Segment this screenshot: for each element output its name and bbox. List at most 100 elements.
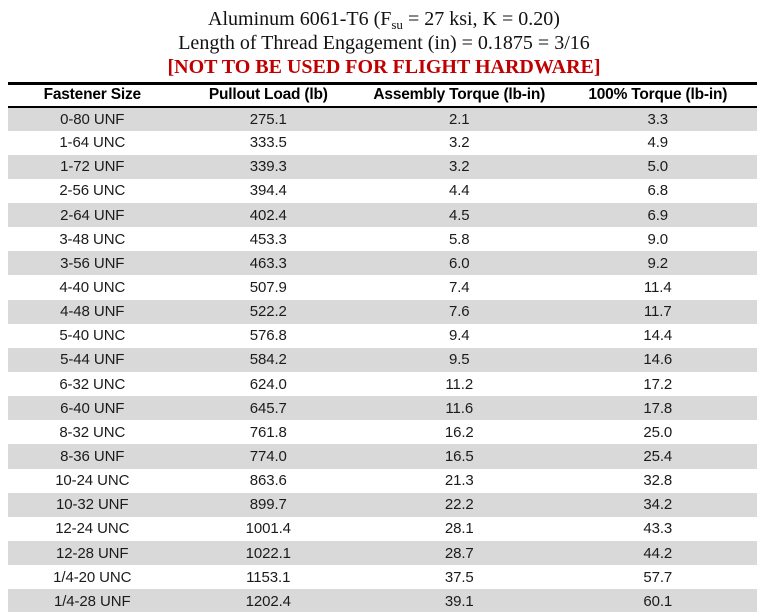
table-cell: 0-80 UNF <box>60 110 125 128</box>
header-100-torque: 100% Torque (lb-in) <box>558 83 757 108</box>
table-cell: 3-48 UNC <box>59 230 126 248</box>
table-cell: 6-40 UNF <box>60 399 125 417</box>
table-cell: 1/4-28 UNF <box>53 592 131 610</box>
table-cell: 3.2 <box>448 158 470 176</box>
table-cell: 25.4 <box>643 448 673 466</box>
table-cell: 402.4 <box>249 206 287 224</box>
table-cell: 14.4 <box>643 327 673 345</box>
table-cell: 37.5 <box>444 568 474 586</box>
title-material-prefix: Aluminum 6061-T6 (F <box>208 8 392 30</box>
table-row: 1/4-20 UNC 1153.1 37.5 57.7 <box>8 565 757 589</box>
header-pullout-load: Pullout Load (lb) <box>176 83 361 108</box>
table-cell: 57.7 <box>643 568 673 586</box>
table-cell: 4.5 <box>448 206 470 224</box>
table-row: 8-32 UNC 761.8 16.2 25.0 <box>8 420 757 444</box>
table-cell: 10-32 UNF <box>56 496 129 514</box>
warning-banner: [NOT TO BE USED FOR FLIGHT HARDWARE] <box>167 56 601 78</box>
table-cell: 4.9 <box>647 134 669 152</box>
table-cell: 16.5 <box>444 448 474 466</box>
table-cell: 39.1 <box>444 592 474 610</box>
table-row: 4-48 UNF 522.2 7.6 11.7 <box>8 299 757 324</box>
table-row: 1/4-28 UNF 1202.4 39.1 60.1 <box>8 589 757 612</box>
table-cell: 3-56 UNF <box>60 254 125 272</box>
table-cell: 4.4 <box>448 182 470 200</box>
table-cell: 4-40 UNC <box>59 279 126 297</box>
table-cell: 2-56 UNC <box>59 182 126 200</box>
table-row: 3-56 UNF 463.3 6.0 9.2 <box>8 251 757 276</box>
table-cell: 2-64 UNF <box>60 206 125 224</box>
table-cell: 8-32 UNC <box>59 423 126 441</box>
table-cell: 16.2 <box>444 423 474 441</box>
table-cell: 11.4 <box>643 279 672 297</box>
table-row: 3-48 UNC 453.3 5.8 9.0 <box>8 227 757 251</box>
table-cell: 3.3 <box>647 110 669 128</box>
title-material-suffix: = 27 ksi, K = 0.20) <box>402 8 560 30</box>
table-cell: 645.7 <box>249 399 287 417</box>
title-line-thread-engagement: Length of Thread Engagement (in) = 0.187… <box>178 31 590 54</box>
table-header-row: Fastener Size Pullout Load (lb) Assembly… <box>8 83 757 108</box>
table-cell: 453.3 <box>249 230 287 248</box>
table-cell: 774.0 <box>249 448 287 466</box>
table-cell: 339.3 <box>249 158 287 176</box>
table-row: 1-64 UNC 333.5 3.2 4.9 <box>8 131 757 155</box>
table-row: 2-56 UNC 394.4 4.4 6.8 <box>8 179 757 203</box>
table-cell: 6.8 <box>647 182 669 200</box>
table-cell: 275.1 <box>249 110 287 128</box>
table-cell: 2.1 <box>448 110 470 128</box>
table-cell: 333.5 <box>249 134 287 152</box>
table-cell: 4-48 UNF <box>60 303 125 321</box>
table-row: 5-44 UNF 584.2 9.5 14.6 <box>8 347 757 373</box>
table-cell: 624.0 <box>249 375 287 393</box>
table-cell: 9.0 <box>647 230 669 248</box>
table-cell: 60.1 <box>643 592 673 610</box>
table-cell: 6.9 <box>647 206 669 224</box>
table-cell: 8-36 UNF <box>60 448 125 466</box>
table-row: 12-24 UNC 1001.4 28.1 43.3 <box>8 517 757 541</box>
table-cell: 14.6 <box>643 351 673 369</box>
table-cell: 1-72 UNF <box>60 158 125 176</box>
table-cell: 7.6 <box>448 303 470 321</box>
table-cell: 5.8 <box>448 230 470 248</box>
table-cell: 394.4 <box>249 182 287 200</box>
table-cell: 1202.4 <box>245 592 291 610</box>
table-cell: 6-32 UNC <box>59 375 126 393</box>
table-cell: 863.6 <box>249 472 287 490</box>
fastener-torque-table: Fastener Size Pullout Load (lb) Assembly… <box>8 82 757 612</box>
table-cell: 32.8 <box>643 472 673 490</box>
table-row: 1-72 UNF 339.3 3.2 5.0 <box>8 154 757 179</box>
header-assembly-torque: Assembly Torque (lb-in) <box>360 83 559 108</box>
table-cell: 11.2 <box>445 375 474 393</box>
table-cell: 1-64 UNC <box>59 134 126 152</box>
table-cell: 899.7 <box>249 496 287 514</box>
table-cell: 3.2 <box>448 134 470 152</box>
table-row: 6-32 UNC 624.0 11.2 17.2 <box>8 372 757 396</box>
table-cell: 34.2 <box>643 496 673 514</box>
table-cell: 7.4 <box>448 279 470 297</box>
table-cell: 28.1 <box>444 520 474 538</box>
table-header: Fastener Size Pullout Load (lb) Assembly… <box>8 83 757 108</box>
table-cell: 576.8 <box>249 327 287 345</box>
table-cell: 5-44 UNF <box>60 351 125 369</box>
title-fsu-subscript: su <box>391 17 403 32</box>
table-cell: 1153.1 <box>246 568 291 586</box>
table-cell: 9.2 <box>647 254 669 272</box>
table-row: 0-80 UNF 275.1 2.1 3.3 <box>8 106 757 131</box>
table-cell: 761.8 <box>249 423 287 441</box>
table-cell: 9.5 <box>448 351 470 369</box>
table-row: 12-28 UNF 1022.1 28.7 44.2 <box>8 541 757 566</box>
table-cell: 11.7 <box>643 303 672 321</box>
table-cell: 28.7 <box>444 544 474 562</box>
table-cell: 17.2 <box>643 375 673 393</box>
table-cell: 6.0 <box>448 254 470 272</box>
table-row: 6-40 UNF 645.7 11.6 17.8 <box>8 396 757 421</box>
fastener-table-body: 0-80 UNF 275.1 2.1 3.3 1-64 UNC 333.5 3.2 4.9 1-… <box>8 106 757 612</box>
table-row: 5-40 UNC 576.8 9.4 14.4 <box>8 324 757 348</box>
table-row: 2-64 UNF 402.4 4.5 6.9 <box>8 203 757 228</box>
title-line-material: Aluminum 6061-T6 (Fsu = 27 ksi, K = 0.20… <box>0 8 768 32</box>
table-cell: 1022.1 <box>245 544 291 562</box>
table-cell: 463.3 <box>249 254 287 272</box>
table-cell: 43.3 <box>643 520 673 538</box>
table-cell: 10-24 UNC <box>55 472 130 490</box>
title-block: Aluminum 6061-T6 (Fsu = 27 ksi, K = 0.20… <box>0 8 768 79</box>
table-cell: 1/4-20 UNC <box>53 568 132 586</box>
